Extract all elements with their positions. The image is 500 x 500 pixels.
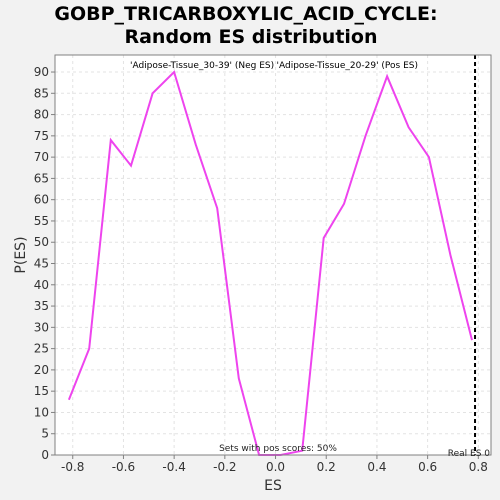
plot-frame: [54, 54, 492, 456]
x-axis-title: ES: [264, 478, 282, 494]
x-tick-label: -0.6: [112, 460, 135, 474]
y-tick-label: 30: [34, 320, 49, 334]
x-tick-label: -0.2: [213, 460, 236, 474]
x-tick-label: 0.8: [469, 460, 488, 474]
x-tick-label: 0.2: [317, 460, 336, 474]
y-tick-label: 60: [34, 193, 49, 207]
chart-title-line-2: Random ES distribution: [124, 26, 377, 48]
x-axis: -0.8 -0.6 -0.4 -0.2 0.0 0.2 0.4 0.6 0.8: [61, 455, 488, 474]
y-tick-label: 70: [34, 150, 49, 164]
plot-area: [55, 55, 491, 455]
y-tick-label: 0: [41, 448, 49, 462]
y-tick-label: 35: [34, 299, 49, 313]
y-tick-label: 65: [34, 171, 49, 185]
y-tick-label: 80: [34, 108, 49, 122]
y-tick-label: 5: [41, 427, 49, 441]
chart-title-line-1: GOBP_TRICARBOXYLIC_ACID_CYCLE:: [54, 3, 437, 25]
y-tick-label: 25: [34, 342, 49, 356]
y-tick-label: 40: [34, 278, 49, 292]
y-axis: 0 5 10 15 20 25 30 35 40 45 50 55 60 65 70 75 80 85 90: [34, 65, 55, 462]
x-tick-label: 0.0: [266, 460, 285, 474]
x-tick-label: 0.4: [367, 460, 386, 474]
y-tick-label: 85: [34, 86, 49, 100]
x-tick-label: -0.4: [162, 460, 185, 474]
legend-pos-label: 'Adipose-Tissue_20-29' (Pos ES): [277, 61, 418, 71]
y-tick-label: 55: [34, 214, 49, 228]
y-tick-label: 45: [34, 257, 49, 271]
y-tick-label: 90: [34, 65, 49, 79]
grid: [55, 55, 491, 456]
legend-neg-label: 'Adipose-Tissue_30-39' (Neg ES): [130, 61, 274, 71]
y-tick-label: 15: [34, 384, 49, 398]
x-tick-label: -0.8: [61, 460, 84, 474]
pos-scores-annotation: Sets with pos scores: 50%: [219, 444, 337, 454]
y-axis-title: P(ES): [13, 236, 29, 273]
y-tick-label: 75: [34, 129, 49, 143]
real-es-label: Real ES 0: [448, 449, 491, 459]
x-tick-label: 0.6: [418, 460, 437, 474]
y-tick-label: 10: [34, 405, 49, 419]
y-tick-label: 50: [34, 235, 49, 249]
y-tick-label: 20: [34, 363, 49, 377]
